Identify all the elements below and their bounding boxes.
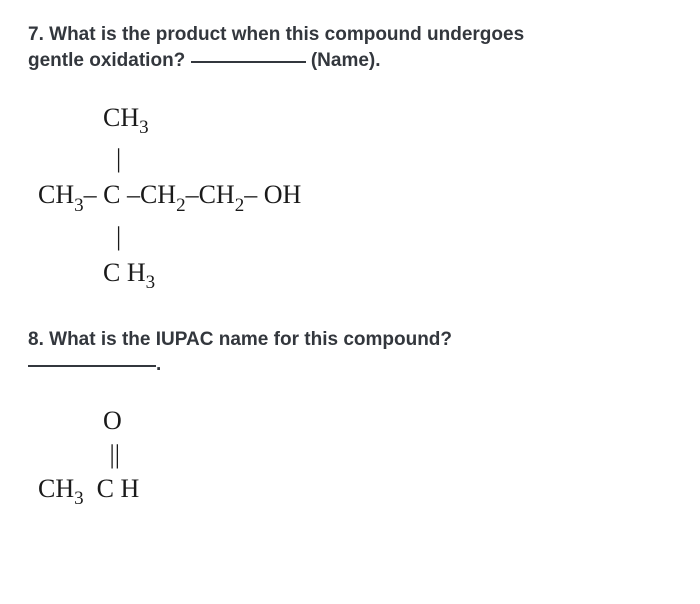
double-bond-icon: || — [110, 440, 120, 469]
c: C — [103, 180, 120, 209]
sub: 3 — [74, 195, 84, 216]
pad — [38, 258, 103, 287]
q7-structure: CH3 | CH3– C –CH2–CH2– OH | C H3 — [28, 105, 672, 291]
pad — [38, 144, 116, 173]
ch: CH — [38, 180, 74, 209]
q7-line2-after: (Name). — [311, 50, 381, 71]
ch: CH — [140, 180, 176, 209]
pad — [38, 222, 116, 251]
struct2-row3: CH3 C H — [38, 476, 672, 507]
q8-blank[interactable] — [28, 365, 156, 367]
struct1-row5: C H3 — [38, 260, 672, 291]
bond-icon: – — [127, 180, 140, 209]
sub: 2 — [176, 195, 186, 216]
struct1-row3: CH3– C –CH2–CH2– OH — [38, 182, 672, 213]
q7-blank[interactable] — [191, 61, 306, 63]
bond-icon: | — [116, 222, 121, 251]
question-8: 8. What is the IUPAC name for this compo… — [28, 327, 672, 507]
h: H — [120, 474, 139, 503]
pad — [38, 406, 103, 435]
sub: 3 — [139, 117, 149, 138]
q8-number: 8. — [28, 329, 44, 350]
oh: OH — [264, 180, 302, 209]
ch: CH — [103, 103, 139, 132]
q8-line1: What is the IUPAC name for this compound… — [49, 329, 452, 350]
struct1-row2: | — [38, 146, 672, 172]
struct1-row4: | — [38, 224, 672, 250]
ch: CH — [199, 180, 235, 209]
q8-structure: O || CH3 C H — [28, 408, 672, 507]
question-7: 7. What is the product when this compoun… — [28, 22, 672, 291]
sub: 3 — [74, 488, 84, 509]
struct2-row2: || — [38, 442, 672, 468]
q7-text: 7. What is the product when this compoun… — [28, 22, 672, 73]
sp — [84, 474, 97, 503]
ch: CH — [38, 474, 74, 503]
struct2-row1: O — [38, 408, 672, 434]
bond-icon: – — [244, 180, 257, 209]
bond-icon: – — [186, 180, 199, 209]
q7-number: 7. — [28, 24, 44, 45]
sub: 2 — [235, 195, 245, 216]
o: O — [103, 406, 122, 435]
struct1-row1: CH3 — [38, 105, 672, 136]
bond-icon: – — [84, 180, 97, 209]
q7-line2-before: gentle oxidation? — [28, 50, 185, 71]
pad — [38, 440, 110, 469]
q8-text: 8. What is the IUPAC name for this compo… — [28, 327, 672, 378]
pad — [38, 103, 103, 132]
c: C — [103, 258, 120, 287]
q7-line1: What is the product when this compound u… — [49, 24, 524, 45]
q8-period: . — [156, 354, 161, 375]
h: H — [127, 258, 146, 287]
c: C — [97, 474, 114, 503]
bond-icon: | — [116, 144, 121, 173]
sub: 3 — [146, 272, 156, 293]
